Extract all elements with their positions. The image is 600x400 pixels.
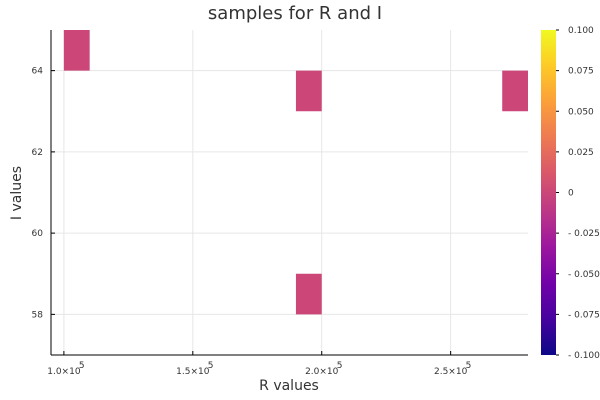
x-tick-label: 1.5×10 (176, 367, 210, 377)
y-tick-label: 64 (32, 67, 44, 77)
heatmap-cell (502, 70, 528, 112)
heatmap-cell (63, 30, 90, 71)
colorbar: 0.100 0.075 0.050 0.025 0 - 0.025 - 0.050 - 0.0… (541, 26, 600, 361)
x-tick-exponent: 5 (466, 361, 472, 371)
grid-lines (51, 30, 528, 355)
y-tick-label: 62 (32, 148, 43, 158)
colorbar-tick-label: 0 (568, 189, 574, 199)
colorbar-tick-label: 0.025 (568, 148, 594, 158)
x-tick-label: 1.0×10 (47, 367, 81, 377)
x-tick-exponent: 5 (79, 361, 85, 371)
x-tick-exponent: 5 (208, 361, 214, 371)
colorbar-tick-label: - 0.100 (568, 351, 600, 361)
y-tick-label: 60 (32, 229, 44, 239)
colorbar-tick-label: - 0.050 (568, 270, 600, 280)
heatmap-cell (295, 70, 322, 112)
colorbar-tick-label: 0.075 (568, 67, 594, 77)
x-tick-label: 2.5×10 (434, 367, 468, 377)
x-axis-label: R values (259, 378, 319, 394)
colorbar-tick-label: - 0.025 (568, 229, 600, 239)
y-tick-label: 58 (32, 310, 44, 320)
colorbar-gradient (541, 30, 556, 355)
heatmap-cells (63, 30, 528, 315)
heatmap-cell (295, 273, 322, 315)
colorbar-tick-label: - 0.075 (568, 310, 600, 320)
colorbar-tick-label: 0.050 (568, 107, 594, 117)
x-tick-exponent: 5 (337, 361, 343, 371)
colorbar-tick-label: 0.100 (568, 26, 594, 36)
axes (50, 30, 528, 356)
y-axis-ticks: 58 60 62 64 (32, 67, 55, 320)
x-tick-label: 2.0×10 (305, 367, 339, 377)
y-axis-label: I values (9, 166, 25, 220)
chart-title: samples for R and I (208, 3, 382, 24)
